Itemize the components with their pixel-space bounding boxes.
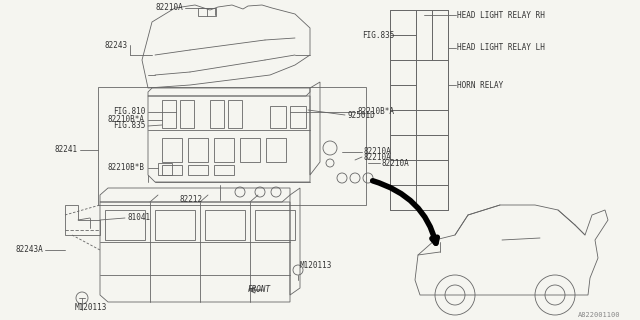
Bar xyxy=(180,100,194,128)
Text: 92501D: 92501D xyxy=(347,110,375,119)
Text: HORN RELAY: HORN RELAY xyxy=(457,81,503,90)
Text: M120113: M120113 xyxy=(75,303,108,313)
Bar xyxy=(390,185,415,210)
Bar xyxy=(415,110,448,135)
Bar xyxy=(198,8,216,16)
Text: 82210B*B: 82210B*B xyxy=(108,164,145,172)
Bar xyxy=(162,165,182,175)
Bar xyxy=(390,160,415,185)
Text: FIG.835: FIG.835 xyxy=(113,122,145,131)
Text: 82210B*A: 82210B*A xyxy=(108,116,145,124)
Bar xyxy=(390,35,415,60)
Bar xyxy=(188,138,208,162)
Bar xyxy=(415,185,448,210)
Text: 82210A: 82210A xyxy=(364,148,392,156)
Text: 82241: 82241 xyxy=(55,146,78,155)
Bar xyxy=(415,10,432,60)
Text: 82243A: 82243A xyxy=(15,245,43,254)
Bar xyxy=(188,165,208,175)
Bar xyxy=(390,135,415,160)
Bar xyxy=(255,210,295,240)
Bar xyxy=(205,210,245,240)
Bar xyxy=(240,138,260,162)
Text: A822001100: A822001100 xyxy=(577,312,620,318)
Bar xyxy=(290,106,306,128)
Text: 82210A: 82210A xyxy=(364,153,392,162)
Text: HEAD LIGHT RELAY RH: HEAD LIGHT RELAY RH xyxy=(457,11,545,20)
Bar xyxy=(415,60,448,110)
Bar xyxy=(415,160,448,185)
Text: FIG.810: FIG.810 xyxy=(113,108,145,116)
Bar xyxy=(214,138,234,162)
Bar xyxy=(390,85,415,110)
Bar xyxy=(158,163,172,175)
Text: 82212: 82212 xyxy=(180,196,203,204)
Bar xyxy=(162,100,176,128)
Text: 82210A: 82210A xyxy=(382,158,410,167)
Bar xyxy=(390,110,415,135)
Bar xyxy=(390,10,415,35)
Bar xyxy=(415,135,448,160)
Bar xyxy=(390,60,415,85)
Bar xyxy=(432,10,448,60)
Text: M120113: M120113 xyxy=(300,260,332,269)
Bar xyxy=(162,138,182,162)
Bar xyxy=(98,87,366,205)
Bar xyxy=(210,100,224,128)
Text: 81041: 81041 xyxy=(127,213,150,222)
Text: FRONT: FRONT xyxy=(248,285,271,294)
Bar xyxy=(105,210,145,240)
Text: FIG.835: FIG.835 xyxy=(362,30,394,39)
Bar xyxy=(228,100,242,128)
Bar xyxy=(266,138,286,162)
Text: 82210B*A: 82210B*A xyxy=(357,108,394,116)
Bar xyxy=(155,210,195,240)
Text: 82210A: 82210A xyxy=(156,4,183,12)
Text: HEAD LIGHT RELAY LH: HEAD LIGHT RELAY LH xyxy=(457,43,545,52)
Text: 82243: 82243 xyxy=(105,41,128,50)
Bar xyxy=(214,165,234,175)
Bar xyxy=(390,10,448,210)
Bar xyxy=(270,106,286,128)
